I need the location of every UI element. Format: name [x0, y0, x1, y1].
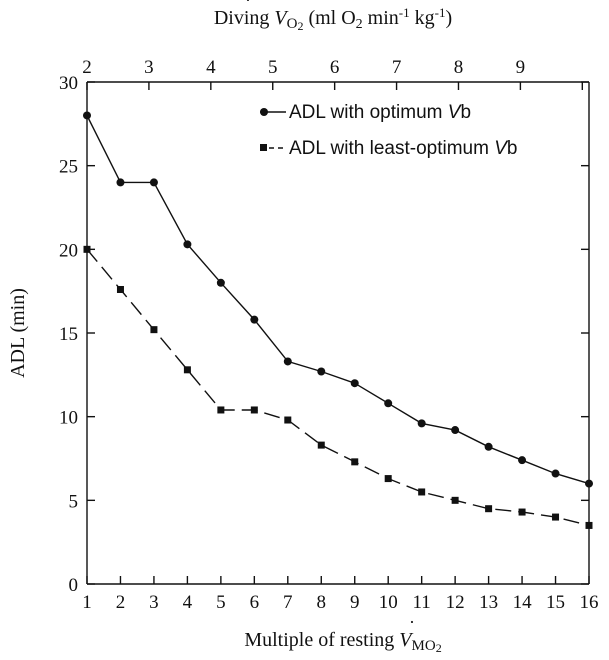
- data-point: [384, 399, 393, 408]
- y-tick-label: 30: [59, 73, 78, 94]
- series-least-optimum: [83, 245, 593, 529]
- data-point: [317, 367, 326, 376]
- x-top-axis-title: Diving VO2 (ml O2 min-1 kg-1): [214, 5, 452, 33]
- data-point: [216, 278, 225, 287]
- data-point: [451, 496, 459, 504]
- data-point: [183, 240, 192, 249]
- x-bottom-tick-label: 12: [446, 592, 465, 613]
- data-point: [351, 458, 359, 466]
- x-bottom-tick-label: 3: [149, 592, 159, 613]
- data-point: [551, 469, 560, 478]
- y-tick-label: 5: [69, 491, 79, 512]
- data-point: [217, 406, 225, 414]
- x-top-tick-label: 3: [144, 57, 154, 78]
- x-top-ticks: 2 3 4 5 6 7 8 9: [82, 57, 584, 90]
- y-tick-label: 0: [69, 575, 79, 596]
- y-tick-label: 20: [59, 240, 78, 261]
- x-bottom-tick-label: 16: [580, 592, 599, 613]
- data-point: [485, 505, 493, 513]
- legend-swatch-marker-optimum: [260, 108, 268, 116]
- x-bottom-tick-label: 2: [116, 592, 126, 613]
- legend-item-least-optimum: ADL with least-optimum Vb: [260, 138, 517, 159]
- x-bottom-ticks: 1 2 3 4 5 6 7 8 9 10 11 12 13 14 15 16: [82, 576, 599, 613]
- data-point: [552, 513, 560, 521]
- y-tick-label: 25: [59, 157, 78, 178]
- x-top-tick-label: 7: [392, 57, 402, 78]
- legend-label-optimum: ADL with optimum Vb: [289, 102, 471, 123]
- data-point: [585, 521, 593, 529]
- x-bottom-tick-label: 9: [350, 592, 360, 613]
- data-point: [116, 178, 125, 187]
- x-bottom-tick-label: 1: [82, 592, 92, 613]
- data-point: [350, 379, 359, 388]
- series-line: [86, 248, 590, 527]
- series-layer: [83, 111, 593, 529]
- x-top-tick-label: 2: [82, 57, 92, 78]
- data-point: [484, 442, 493, 451]
- legend: ADL with optimum Vb ADL with least-optim…: [260, 102, 517, 159]
- data-point: [317, 441, 325, 449]
- data-point: [518, 508, 526, 516]
- legend-item-optimum: ADL with optimum Vb: [260, 102, 471, 123]
- x-bottom-tick-label: 4: [183, 592, 193, 613]
- x-top-tick-label: 8: [454, 57, 464, 78]
- data-point: [283, 357, 292, 366]
- x-top-tick-label: 9: [516, 57, 526, 78]
- x-bottom-tick-label: 13: [479, 592, 498, 613]
- x-bottom-tick-label: 7: [283, 592, 293, 613]
- x-bottom-tick-label: 8: [317, 592, 327, 613]
- data-point: [150, 326, 158, 334]
- y-tick-label: 15: [59, 324, 78, 345]
- y-axis-title: ADL (min): [7, 288, 29, 378]
- y-tick-label: 10: [59, 408, 78, 429]
- data-point: [250, 406, 258, 414]
- data-point: [284, 416, 292, 424]
- data-point: [83, 245, 91, 253]
- x-bottom-tick-label: 15: [546, 592, 565, 613]
- data-point: [585, 479, 593, 488]
- x-top-tick-label: 6: [330, 57, 340, 78]
- x-bottom-axis-title: Multiple of resting VMO2: [244, 629, 441, 655]
- data-point: [83, 111, 91, 120]
- data-point: [250, 315, 259, 324]
- data-point: [149, 178, 158, 187]
- x-top-tick-label: 5: [268, 57, 278, 78]
- x-bottom-tick-label: 14: [513, 592, 533, 613]
- data-point: [418, 488, 426, 496]
- data-point: [384, 475, 392, 483]
- x-bottom-axis-title-dot: ˙: [409, 617, 416, 639]
- legend-label-least-optimum: ADL with least-optimum Vb: [289, 138, 517, 159]
- y-ticks: 0 5 10 15 20 25 30: [59, 73, 589, 596]
- x-bottom-tick-label: 5: [216, 592, 226, 613]
- data-point: [417, 419, 426, 428]
- x-top-axis-title-dot: ˙: [245, 0, 252, 17]
- series-line: [86, 115, 590, 485]
- data-point: [518, 456, 527, 465]
- x-bottom-tick-label: 10: [379, 592, 398, 613]
- legend-swatch-marker-least-optimum: [260, 144, 267, 151]
- series-optimum: [83, 111, 593, 488]
- x-top-tick-label: 4: [206, 57, 216, 78]
- data-point: [451, 426, 460, 435]
- data-point: [116, 285, 124, 293]
- x-bottom-tick-label: 6: [250, 592, 260, 613]
- data-point: [183, 366, 191, 374]
- x-bottom-tick-label: 11: [413, 592, 431, 613]
